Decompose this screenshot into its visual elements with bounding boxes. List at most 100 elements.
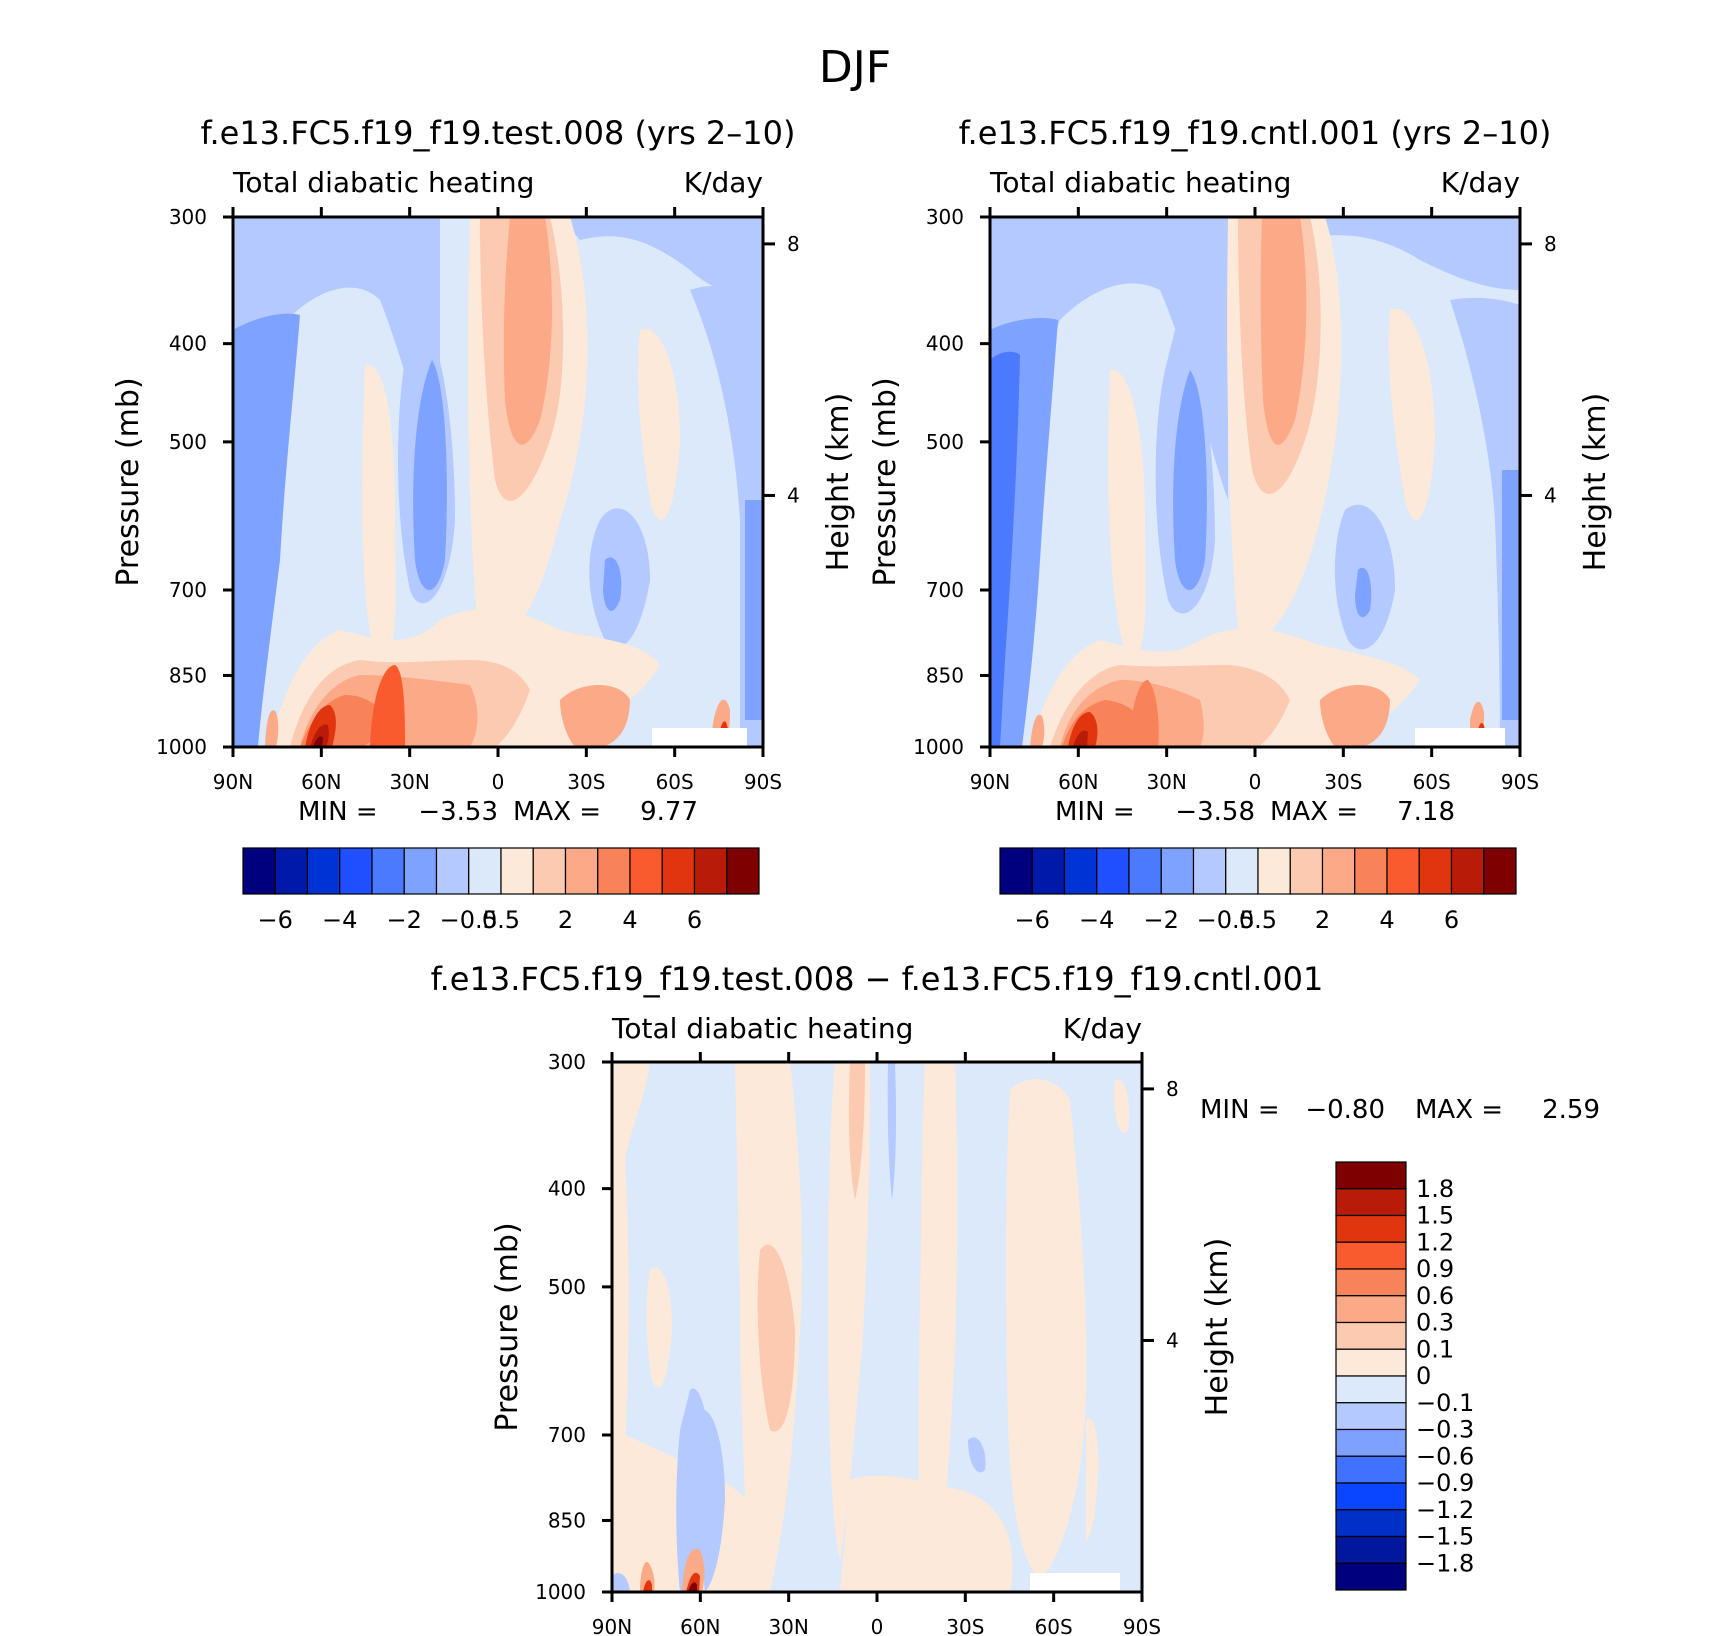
y-tick-label: 700 [926, 578, 964, 602]
colorbar-box [999, 847, 1033, 895]
y-tick-label: 300 [169, 205, 207, 229]
y-tick-label: 300 [548, 1050, 586, 1074]
subtitle-right: K/day [1441, 166, 1520, 199]
contour-field [233, 217, 763, 747]
y-tick-label: 400 [926, 332, 964, 356]
y-right-tick-label: 8 [1544, 232, 1557, 256]
colorbar-label: −2 [1144, 906, 1179, 934]
colorbar-box [1335, 1482, 1407, 1511]
min-label: MIN = [1055, 797, 1135, 827]
colorbar-box [1321, 847, 1356, 895]
colorbar-label: −1.2 [1416, 1496, 1474, 1524]
panel-difference: f.e13.FC5.f19_f19.test.008 − f.e13.FC5.f… [431, 960, 1324, 1594]
y-tick-label: 850 [926, 663, 964, 687]
colorbar-label: −2 [387, 906, 422, 934]
colorbar-box [1335, 1188, 1407, 1217]
y-right-tick-label: 4 [1544, 483, 1557, 507]
colorbar-box [1128, 847, 1162, 895]
colorbar-label: 1.5 [1416, 1202, 1454, 1230]
colorbar-box [1335, 1535, 1407, 1564]
colorbar-label: 0 [1416, 1362, 1431, 1390]
subtitle-left: Total diabatic heating [611, 1012, 913, 1045]
colorbar-box [1096, 847, 1130, 895]
x-tick-label: 30S [946, 1615, 984, 1636]
colorbar-label: −0.6 [1416, 1442, 1474, 1470]
colorbar-box [1335, 1295, 1407, 1324]
colorbar-box [1192, 847, 1227, 895]
colorbar-label: 2 [1315, 906, 1330, 934]
x-tick-label: 30N [768, 1615, 808, 1636]
colorbar-label: −0.5 [1197, 906, 1255, 934]
colorbar-box [1335, 1562, 1407, 1591]
panel-title: f.e13.FC5.f19_f19.test.008 − f.e13.FC5.f… [431, 960, 1324, 998]
colorbar-box [242, 847, 276, 895]
colorbar-box [1335, 1321, 1407, 1350]
y-tick-label: 400 [169, 332, 207, 356]
y-tick-label: 850 [548, 1508, 586, 1532]
colorbar-box [1335, 1509, 1407, 1538]
colorbar-label: 4 [1379, 906, 1394, 934]
max-label: MAX = [1415, 1095, 1503, 1125]
colorbar-label: 1.2 [1416, 1228, 1454, 1256]
subtitle-left: Total diabatic heating [232, 166, 534, 199]
colorbar-box [371, 847, 405, 895]
colorbar-box [1335, 1161, 1407, 1190]
y-tick-label: 500 [548, 1275, 586, 1299]
colorbar-label: 0.5 [482, 906, 520, 934]
axes-layer: 90N 60N 30N 0 30S 60S 90S300400500700850100084… [111, 205, 1613, 1636]
panel-test: f.e13.FC5.f19_f19.test.008 (yrs 2–10) To… [201, 114, 795, 749]
colorbar-box [1257, 847, 1291, 895]
y-tick-label: 500 [169, 430, 207, 454]
y-tick-label: 850 [169, 663, 207, 687]
colorbar-box [597, 847, 631, 895]
y-tick-label: 400 [548, 1177, 586, 1201]
colorbar-box [726, 847, 760, 895]
y-axis-label: Pressure (mb) [111, 377, 146, 586]
colorbar-box [1225, 847, 1259, 895]
colorbar-label: 0.9 [1416, 1255, 1454, 1283]
y-tick-label: 500 [926, 430, 964, 454]
colorbar-box [629, 847, 663, 895]
colorbar-box [1335, 1428, 1407, 1457]
colorbar-box [1354, 847, 1388, 895]
colorbar-box [693, 847, 728, 895]
colorbar-box [500, 847, 534, 895]
y-axis-label: Pressure (mb) [490, 1222, 525, 1431]
colorbar-label: 0.3 [1416, 1309, 1454, 1337]
figure-title: DJF [819, 42, 891, 93]
x-tick-label: 0 [871, 1615, 884, 1636]
colorbar-box [274, 847, 309, 895]
colorbar-box [1335, 1455, 1407, 1484]
y-tick-label: 700 [169, 578, 207, 602]
panel-cntl: f.e13.FC5.f19_f19.cntl.001 (yrs 2–10) To… [959, 114, 1551, 749]
y-right-tick-label: 8 [1166, 1077, 1179, 1101]
colorbar-label: 0.6 [1416, 1282, 1454, 1310]
max-value: 2.59 [1542, 1095, 1600, 1125]
y-right-tick-label: 4 [787, 483, 800, 507]
min-value: −0.80 [1305, 1095, 1385, 1125]
colorbar-box [1160, 847, 1195, 895]
colorbar-label: −0.1 [1416, 1389, 1474, 1417]
y-right-axis-label: Height (km) [1200, 1238, 1235, 1417]
x-tick-label: 60N [1058, 770, 1098, 794]
colorbar-label: 1.8 [1416, 1175, 1454, 1203]
colorbar-box [339, 847, 373, 895]
colorbar-box [532, 847, 567, 895]
x-tick-label: 60N [680, 1615, 720, 1636]
x-tick-label: 0 [1249, 770, 1262, 794]
colorbar-box [1335, 1241, 1407, 1270]
min-value: −3.53 [418, 797, 498, 827]
colorbar-label: −0.5 [440, 906, 498, 934]
y-tick-label: 300 [926, 205, 964, 229]
colorbar-label: 0.1 [1416, 1335, 1454, 1363]
x-tick-label: 30S [567, 770, 605, 794]
colorbar-box [1031, 847, 1066, 895]
colorbar-box [468, 847, 502, 895]
x-tick-label: 90N [970, 770, 1010, 794]
colorbar-label: 6 [1444, 906, 1459, 934]
x-tick-label: 90S [1501, 770, 1539, 794]
x-tick-label: 60S [656, 770, 694, 794]
x-tick-label: 90N [592, 1615, 632, 1636]
colorbar-label: −6 [1015, 906, 1050, 934]
